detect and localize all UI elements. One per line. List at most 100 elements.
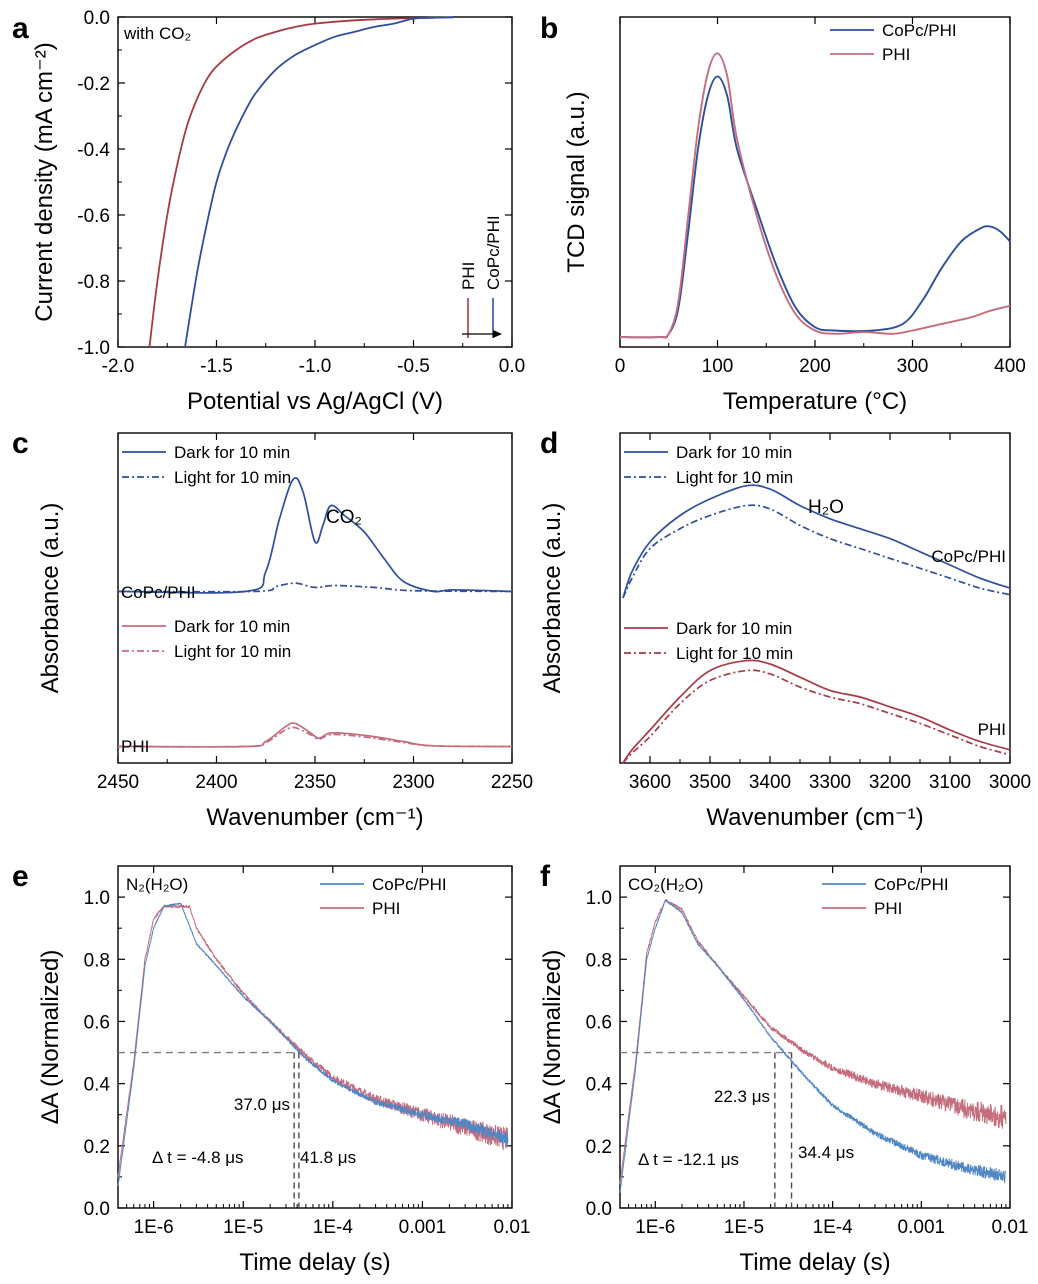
panel-b: b 0 100 200 300 400 Temperature (°C) TCD signal… bbox=[540, 12, 1026, 415]
x-tick-label: 0 bbox=[615, 356, 626, 377]
x-tick-label: 3300 bbox=[809, 772, 851, 793]
y-tick-label: 0.8 bbox=[586, 950, 612, 971]
x-tick-label: 1E-4 bbox=[313, 1217, 354, 1238]
sample-label-copc: CoPc/PHI bbox=[121, 583, 196, 602]
x-axis-label: Temperature (°C) bbox=[723, 388, 907, 415]
x-tick-label: 1E-5 bbox=[724, 1217, 764, 1238]
legend-copc-label: CoPc/PHI bbox=[372, 875, 447, 894]
series-line-1 bbox=[619, 52, 1011, 339]
y-tick-label: -0.8 bbox=[77, 272, 110, 293]
sample-label-phi: PHI bbox=[978, 720, 1006, 739]
band-label: H₂O bbox=[808, 497, 844, 518]
x-axis-label: Time delay (s) bbox=[239, 1249, 390, 1276]
y-axis-label: ΔA (Normalized) bbox=[37, 950, 64, 1125]
panel-letter: c bbox=[12, 427, 29, 460]
y-tick-label: -0.6 bbox=[77, 206, 110, 227]
series-trace-1 bbox=[117, 904, 509, 1179]
legend-phi-label: PHI bbox=[882, 45, 910, 64]
y-tick-label: 0.0 bbox=[586, 1199, 612, 1220]
x-tick-label: 0.001 bbox=[399, 1217, 447, 1238]
series-line-3 bbox=[117, 726, 513, 748]
legend-phi-label: PHI bbox=[874, 899, 902, 918]
legend-bottom-light-label: Light for 10 min bbox=[174, 642, 291, 661]
x-tick-label: 200 bbox=[799, 356, 831, 377]
x-axis-label: Wavenumber (cm⁻¹) bbox=[706, 804, 923, 831]
y-axis-label: TCD signal (a.u.) bbox=[563, 91, 590, 272]
panel-letter: f bbox=[540, 860, 551, 893]
x-tick-label: 2350 bbox=[294, 772, 336, 793]
series-line-0 bbox=[622, 484, 1011, 599]
legend-bottom-light-label: Light for 10 min bbox=[676, 644, 793, 663]
series-line-1 bbox=[117, 582, 513, 593]
series-line-2 bbox=[117, 722, 513, 748]
x-tick-label: 3600 bbox=[629, 772, 671, 793]
plot-frame bbox=[619, 432, 1011, 764]
lifetime-label-1: 34.4 μs bbox=[798, 1143, 854, 1162]
x-tick-label: 3400 bbox=[749, 772, 791, 793]
legend-top-light-label: Light for 10 min bbox=[676, 468, 793, 487]
x-tick-label: -1.5 bbox=[200, 356, 233, 377]
series-line-1 bbox=[184, 16, 453, 348]
inset-label-phi: PHI bbox=[459, 262, 478, 290]
x-tick-label: 1E-4 bbox=[813, 1217, 854, 1238]
x-tick-label: -2.0 bbox=[102, 356, 135, 377]
inset-label-copc: CoPc/PHI bbox=[484, 215, 503, 290]
series-line-1 bbox=[622, 504, 1011, 599]
x-tick-label: 3000 bbox=[989, 772, 1031, 793]
legend-top-dark-label: Dark for 10 min bbox=[676, 443, 792, 462]
x-tick-label: 0.01 bbox=[992, 1217, 1029, 1238]
series-line-0 bbox=[117, 477, 513, 594]
series-line-0 bbox=[148, 16, 453, 348]
y-tick-label: 0.4 bbox=[84, 1075, 111, 1096]
x-tick-label: 2450 bbox=[97, 772, 139, 793]
legend-top-light-label: Light for 10 min bbox=[174, 468, 291, 487]
x-tick-label: 1E-6 bbox=[134, 1217, 174, 1238]
panel-f: f 1E-6 1E-5 1E-4 0.001 0.01 0.0 0.2 0.4 0.6 0.8 1.0… bbox=[539, 860, 1028, 1276]
plot-frame bbox=[619, 865, 1011, 1209]
y-tick-label: 0.4 bbox=[586, 1075, 613, 1096]
y-axis-label: Current density (mA cm⁻²) bbox=[31, 42, 58, 321]
legend-copc-label: CoPc/PHI bbox=[882, 21, 957, 40]
y-tick-label: 0.8 bbox=[84, 950, 110, 971]
y-tick-label: -1.0 bbox=[77, 338, 110, 359]
legend-bottom-dark-label: Dark for 10 min bbox=[676, 619, 792, 638]
x-tick-label: 2300 bbox=[392, 772, 434, 793]
lifetime-label-0: 22.3 μs bbox=[714, 1087, 770, 1106]
series-line-3 bbox=[622, 669, 1011, 764]
x-tick-label: 2400 bbox=[195, 772, 237, 793]
panel-c: c 2450 2400 2350 2300 2250 Wavenumber (cm⁻¹) Ab… bbox=[12, 427, 533, 831]
y-tick-label: 0.2 bbox=[84, 1137, 110, 1158]
panel-letter: a bbox=[12, 12, 29, 45]
series-trace-0 bbox=[619, 899, 1007, 1193]
x-tick-label: -1.0 bbox=[299, 356, 332, 377]
lifetime-label-1: 41.8 μs bbox=[300, 1148, 356, 1167]
x-axis-label: Time delay (s) bbox=[739, 1249, 890, 1276]
atmosphere-label: CO₂(H₂O) bbox=[628, 875, 704, 894]
y-tick-label: 0.6 bbox=[586, 1012, 612, 1033]
y-axis-label: Absorbance (a.u.) bbox=[539, 503, 566, 694]
panel-letter: e bbox=[12, 860, 29, 893]
y-axis-label: ΔA (Normalized) bbox=[539, 950, 566, 1125]
lifetime-label-0: 37.0 μs bbox=[234, 1095, 290, 1114]
x-axis-label: Potential vs Ag/AgCl (V) bbox=[187, 388, 443, 415]
x-tick-label: 3500 bbox=[689, 772, 731, 793]
plot-frame bbox=[117, 16, 513, 348]
inset-arrowhead bbox=[493, 330, 502, 338]
x-tick-label: 1E-6 bbox=[635, 1217, 675, 1238]
y-tick-label: 0.6 bbox=[84, 1012, 110, 1033]
delta-t-label: Δ t = -4.8 μs bbox=[152, 1148, 244, 1167]
x-tick-label: 2250 bbox=[491, 772, 533, 793]
legend-top-dark-label: Dark for 10 min bbox=[174, 443, 290, 462]
band-label: CO₂ bbox=[326, 507, 362, 528]
plot-frame bbox=[117, 865, 513, 1209]
x-tick-label: 3200 bbox=[869, 772, 911, 793]
panel-d: d 3600 3500 3400 3300 3200 3100 3000 Wavenumber … bbox=[539, 427, 1031, 831]
panel-a: a -2.0 -1.5 -1.0 -0.5 0.0 0.0 -0.2 -0.4 -0.6 -0.8 -… bbox=[12, 8, 525, 415]
y-axis-label: Absorbance (a.u.) bbox=[37, 503, 64, 694]
legend-phi-label: PHI bbox=[372, 899, 400, 918]
y-tick-label: -0.2 bbox=[77, 74, 110, 95]
x-tick-label: 0.0 bbox=[499, 356, 525, 377]
x-tick-label: 0.01 bbox=[494, 1217, 531, 1238]
atmosphere-label: N₂(H₂O) bbox=[126, 875, 188, 894]
